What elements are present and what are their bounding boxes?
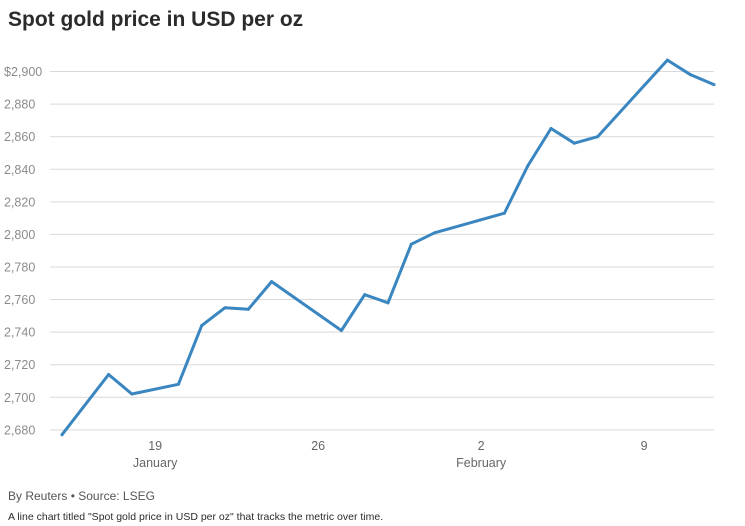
chart-title: Spot gold price in USD per oz	[8, 8, 304, 31]
series-layer	[60, 58, 716, 437]
x-tick-label: 2	[478, 439, 485, 453]
data-point	[270, 280, 274, 284]
chart-description: A line chart titled "Spot gold price in …	[8, 511, 384, 523]
data-point	[502, 211, 506, 215]
data-point	[246, 307, 250, 311]
y-tick-label: 2,840	[4, 163, 35, 177]
byline: By Reuters • Source: LSEG	[8, 489, 155, 503]
x-axis: 19 January 26 2 February 9	[133, 439, 648, 470]
x-tick-label: 19	[148, 439, 162, 453]
data-point	[130, 392, 134, 396]
grid-lines	[50, 71, 714, 431]
data-point	[223, 306, 227, 310]
y-tick-label: 2,800	[4, 228, 35, 242]
y-tick-label: 2,860	[4, 130, 35, 144]
y-tick-label: 2,880	[4, 98, 35, 112]
x-month-label: January	[133, 456, 178, 470]
data-point	[176, 382, 180, 386]
data-point	[665, 58, 669, 62]
data-point	[107, 372, 111, 376]
data-point	[409, 242, 413, 246]
data-point	[339, 329, 343, 333]
data-point	[549, 127, 553, 131]
data-point	[386, 301, 390, 305]
x-tick-label: 26	[311, 439, 325, 453]
data-point	[200, 324, 204, 328]
y-tick-label: 2,760	[4, 293, 35, 307]
y-tick-label: 2,820	[4, 195, 35, 209]
y-tick-label: $2,900	[4, 65, 42, 79]
y-tick-label: 2,740	[4, 326, 35, 340]
data-point	[712, 83, 716, 87]
data-point	[363, 293, 367, 297]
y-tick-label: 2,780	[4, 260, 35, 274]
data-point	[60, 433, 64, 437]
data-point	[526, 164, 530, 168]
x-month-label: February	[456, 456, 507, 470]
data-point	[572, 141, 576, 145]
data-point	[689, 73, 693, 77]
data-point	[433, 231, 437, 235]
y-axis: 2,680 2,700 2,720 2,740 2,760 2,780 2,800 2,820…	[4, 65, 42, 437]
y-tick-label: 2,700	[4, 391, 35, 405]
y-tick-label: 2,680	[4, 423, 35, 437]
series-line	[60, 58, 716, 437]
y-tick-label: 2,720	[4, 358, 35, 372]
data-point	[596, 135, 600, 139]
x-tick-label: 9	[641, 439, 648, 453]
line-chart: 2,680 2,700 2,720 2,740 2,760 2,780 2,800 2,820…	[4, 58, 716, 470]
